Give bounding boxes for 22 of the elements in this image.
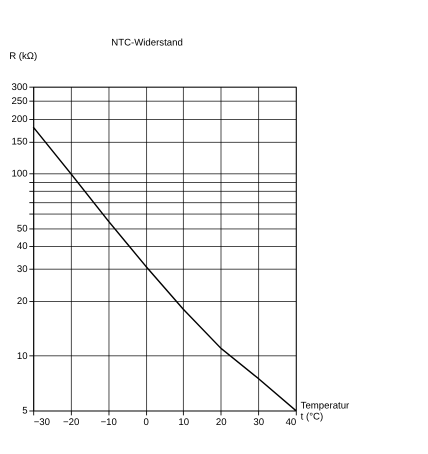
y-tick-label: 150 bbox=[12, 136, 28, 148]
y-tick-label: 50 bbox=[16, 223, 28, 234]
y-tick-label: 40 bbox=[16, 241, 28, 252]
x-tick-label: 30 bbox=[253, 416, 264, 428]
x-tick-label: −30 bbox=[34, 416, 50, 428]
y-axis-title: R (kΩ) bbox=[9, 51, 38, 62]
y-tick-label: 10 bbox=[16, 350, 28, 362]
y-tick-label: 30 bbox=[16, 264, 28, 275]
y-tick-label: 20 bbox=[16, 296, 28, 307]
y-tick-label: 250 bbox=[12, 96, 28, 108]
x-tick-label: 10 bbox=[178, 416, 190, 428]
x-tick-label: 20 bbox=[216, 416, 227, 428]
y-tick-label: 5 bbox=[22, 406, 28, 417]
y-tick-label: 100 bbox=[12, 168, 28, 180]
x-tick-label: −20 bbox=[63, 416, 80, 428]
x-tick-label: 40 bbox=[286, 416, 296, 428]
x-tick-label: 0 bbox=[144, 416, 149, 428]
y-tick-label: 300 bbox=[12, 82, 28, 93]
y-tick-label: 200 bbox=[12, 114, 28, 125]
chart-title: NTC-Widerstand bbox=[111, 38, 183, 49]
x-axis-title: Temperatur t (°C) bbox=[300, 400, 350, 423]
x-tick-label: −10 bbox=[100, 416, 117, 428]
